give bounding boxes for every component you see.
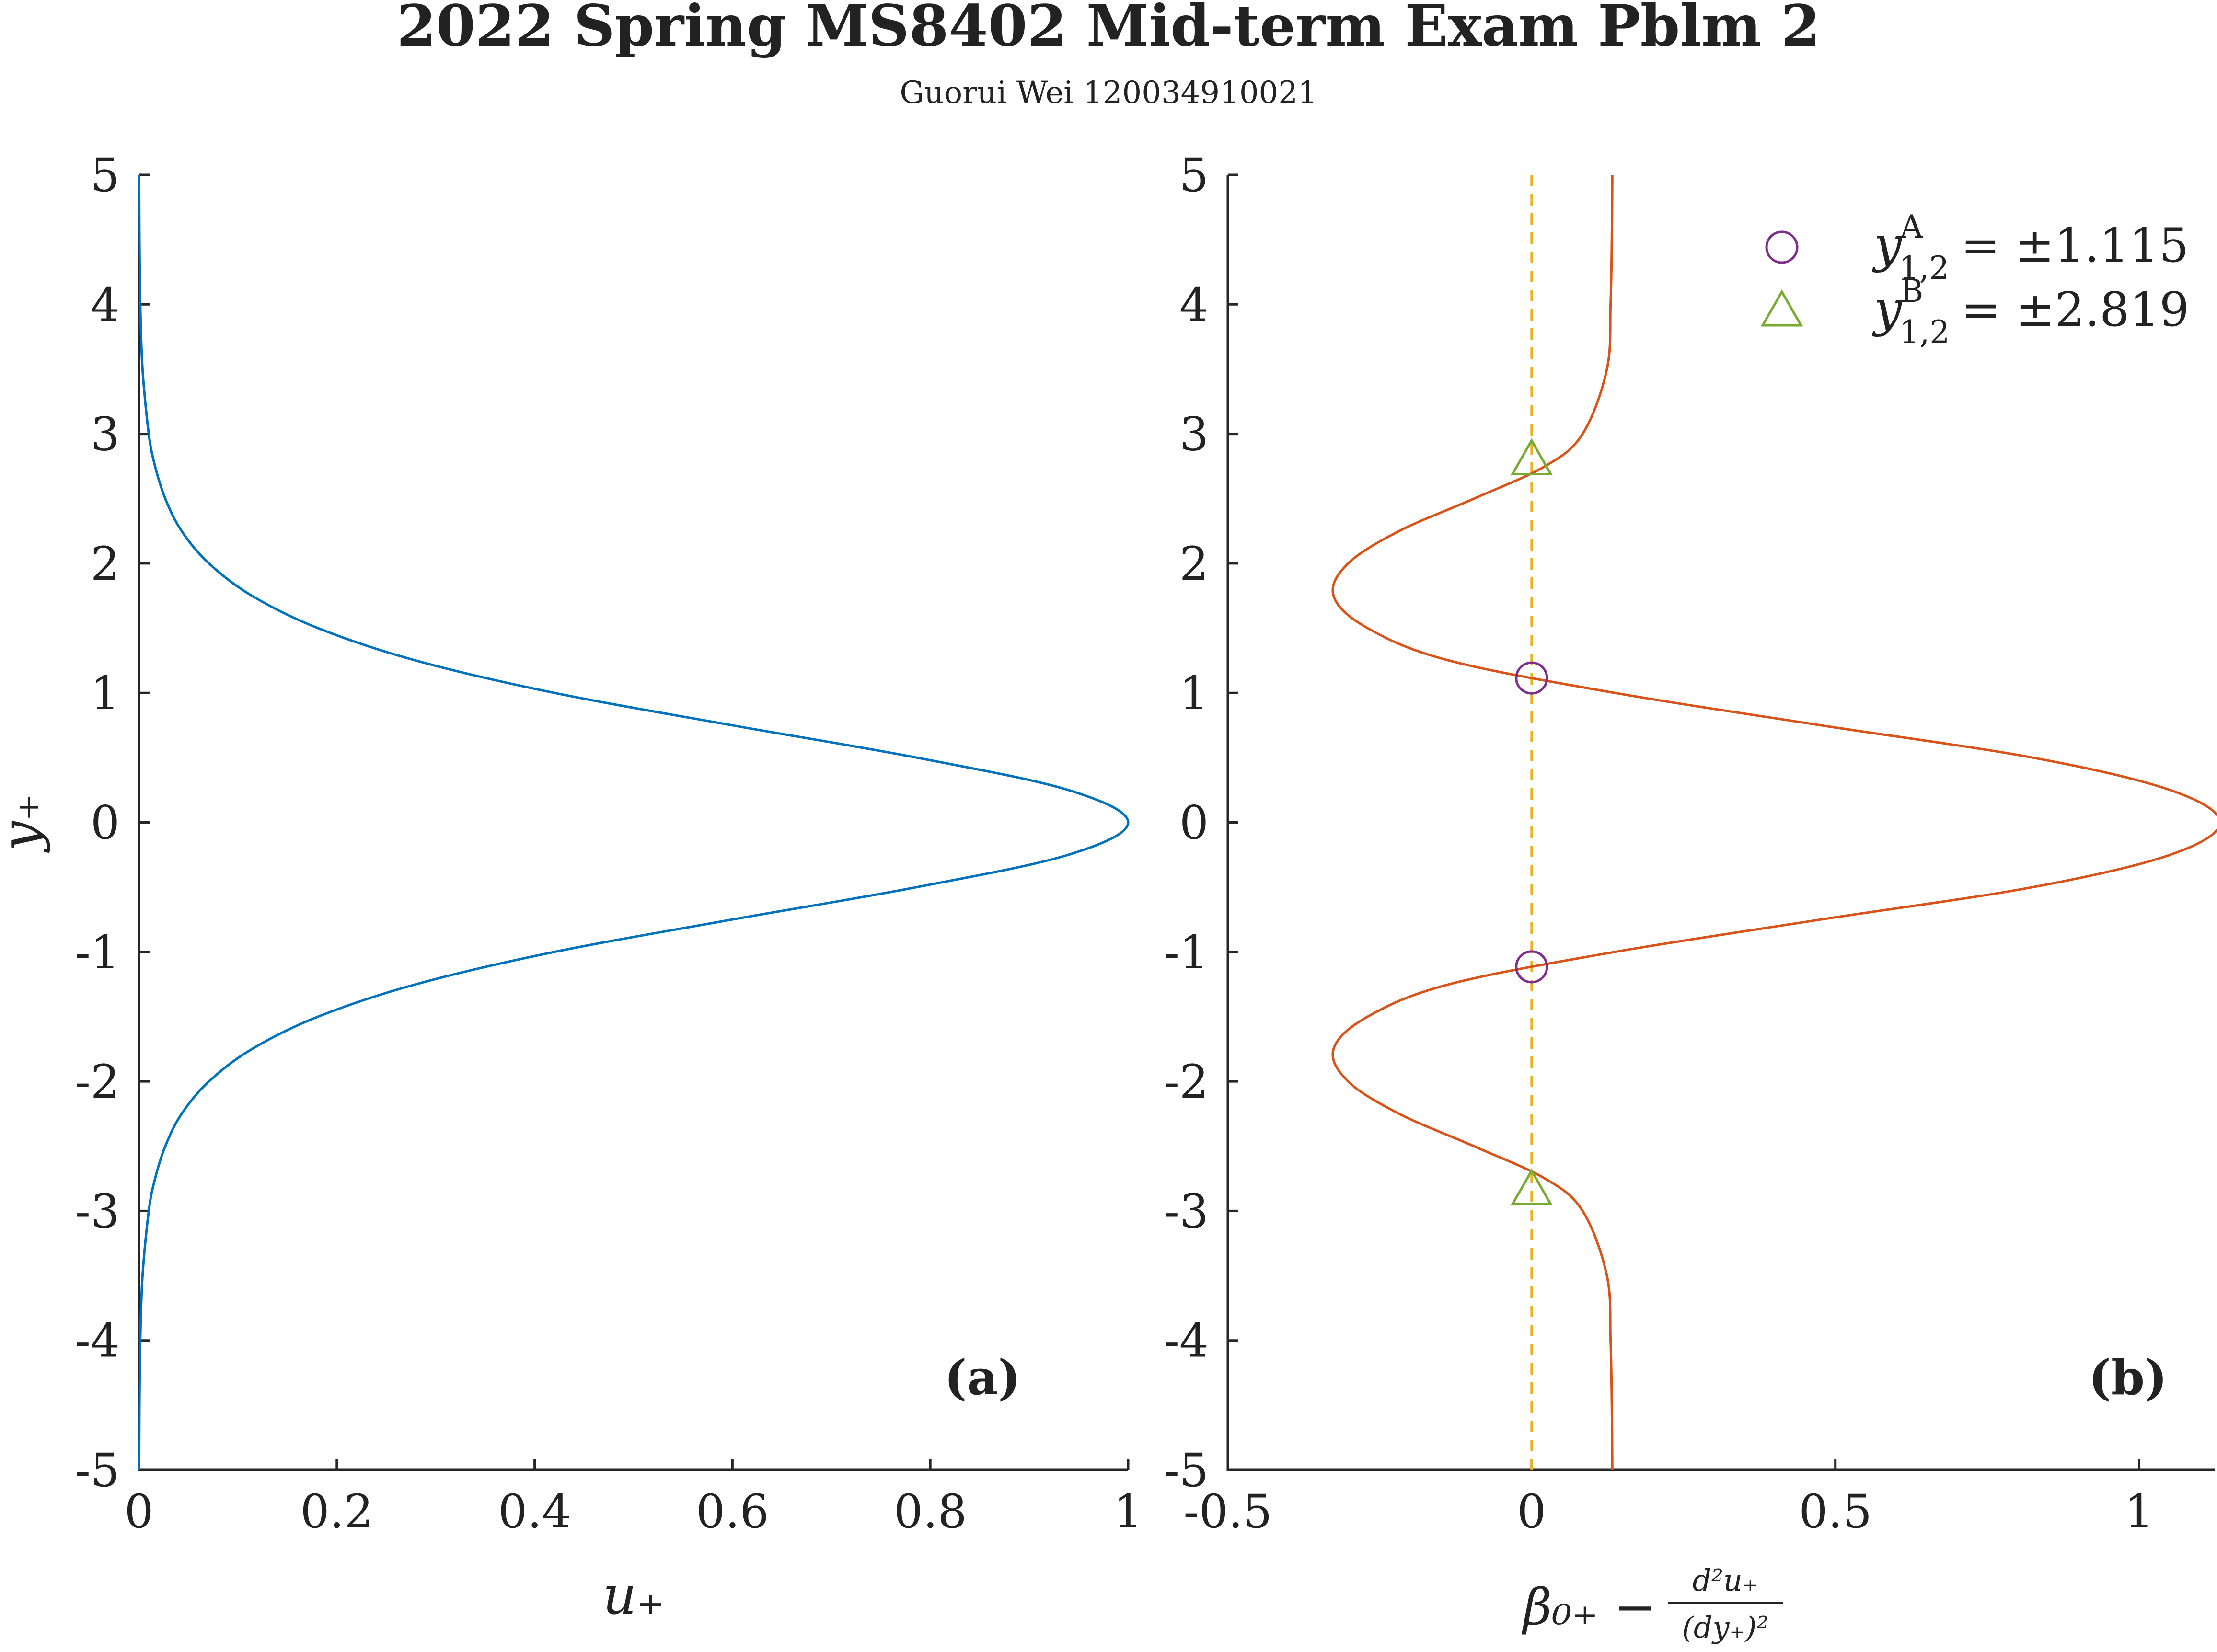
panel-a-x-axis-label: u₊	[603, 1565, 665, 1626]
panel-b-y-tick-label: 4	[1179, 278, 1209, 332]
panel-a-y-tick-label: 4	[91, 278, 120, 332]
panel-b-x-label-numerator: d²u₊	[1692, 1563, 1758, 1598]
panel-a-axes	[138, 175, 1128, 1471]
panel-b-x-ticks: -0.5 0 0.5 1	[1183, 1459, 2154, 1538]
legend-circle-marker	[1765, 230, 1799, 264]
panel-b-y-ticks: 5 4 3 2 1 0 -1 -2 -3 -4 -5	[1164, 149, 1238, 1497]
legend-triangle-marker	[1760, 289, 1803, 327]
panel-b-x-axis-label: β₀₊ − d²u₊ (dy₊)²	[1521, 1563, 1783, 1645]
panel-a-y-tick-label: -4	[75, 1314, 120, 1368]
panel-b-x-tick-label: 1	[2125, 1485, 2154, 1538]
panel-a: 5 4 3 2 1 0 -1 -2 -3 -4 -5 0 0.2 0.4 0.6 0.8 1 (a) u₊ y…	[0, 149, 1143, 1626]
panel-b-x-tick-label: 0.5	[1799, 1485, 1872, 1538]
panel-b-y-tick-label: 5	[1179, 149, 1209, 202]
panel-a-y-axis-label: y₊	[0, 793, 51, 853]
panel-b-y-tick-label: 1	[1179, 666, 1209, 720]
legend-entry-b: yB 1,2 = ±2.819	[1872, 273, 2189, 351]
panel-b-legend: yA 1,2 = ±1.115 yB 1,2 = ±2.819	[1760, 208, 2189, 351]
panel-a-y-tick-label: -2	[75, 1055, 120, 1109]
panel-b-x-tick-label: -0.5	[1183, 1485, 1272, 1538]
panel-b-y-tick-label: 0	[1179, 796, 1209, 850]
panel-a-x-tick-label: 0.6	[696, 1485, 769, 1538]
panel-a-y-tick-label: -1	[75, 926, 120, 979]
panel-b-y-tick-label: -2	[1164, 1055, 1209, 1109]
panel-a-x-tick-label: 0.2	[300, 1485, 373, 1538]
panel-b-label: (b)	[2089, 1349, 2168, 1406]
panel-a-y-ticks: 5 4 3 2 1 0 -1 -2 -3 -4 -5	[75, 149, 150, 1497]
triangle-marker	[1510, 438, 1553, 476]
panel-a-x-ticks: 0 0.2 0.4 0.6 0.8 1	[124, 1459, 1143, 1538]
panel-a-y-tick-label: 0	[91, 796, 120, 850]
panel-a-y-tick-label: -5	[75, 1444, 120, 1497]
panel-a-y-tick-label: 3	[91, 408, 120, 461]
panel-a-series-line	[138, 174, 1130, 1470]
legend-entry-a: yA 1,2 = ±1.115	[1872, 208, 2189, 287]
panel-a-y-tick-label: -3	[75, 1184, 120, 1238]
panel-b-x-label-main: β₀₊ −	[1521, 1578, 1656, 1636]
panel-b-y-tick-label: -4	[1164, 1314, 1209, 1368]
panel-a-y-tick-label: 5	[91, 149, 120, 202]
circle-marker	[1515, 950, 1548, 984]
panel-b-y-tick-label: -1	[1164, 926, 1209, 979]
panel-a-y-tick-label: 1	[91, 666, 120, 720]
panel-a-label: (a)	[944, 1349, 1020, 1406]
panel-a-x-tick-label: 0.4	[498, 1485, 571, 1538]
panel-b-y-tick-label: -3	[1164, 1184, 1209, 1238]
panel-b-x-tick-label: 0	[1517, 1485, 1546, 1538]
panel-b-series-line	[1331, 174, 2217, 1470]
panel-a-x-tick-label: 0	[124, 1485, 153, 1538]
triangle-marker	[1510, 1168, 1553, 1205]
panel-b: 5 4 3 2 1 0 -1 -2 -3 -4 -5 -0.5 0 0.5 1 (b) β₀₊ − d²u…	[1164, 149, 2217, 1645]
panel-b-markers	[1510, 438, 1553, 1205]
panel-a-y-tick-label: 2	[91, 537, 120, 591]
panel-b-y-tick-label: 3	[1179, 408, 1209, 461]
panel-b-x-label-denominator: (dy₊)²	[1682, 1610, 1769, 1645]
panel-b-y-tick-label: 2	[1179, 537, 1209, 591]
panel-a-x-tick-label: 1	[1113, 1485, 1143, 1538]
circle-marker	[1515, 661, 1548, 695]
figure-title: 2022 Spring MS8402 Mid-term Exam Pblm 2	[397, 0, 1820, 59]
figure-subtitle: Guorui Wei 120034910021	[900, 75, 1317, 111]
panel-b-axes	[1226, 175, 2215, 1471]
panel-a-x-tick-label: 0.8	[894, 1485, 967, 1538]
panel-b-y-tick-label: -5	[1164, 1444, 1209, 1497]
